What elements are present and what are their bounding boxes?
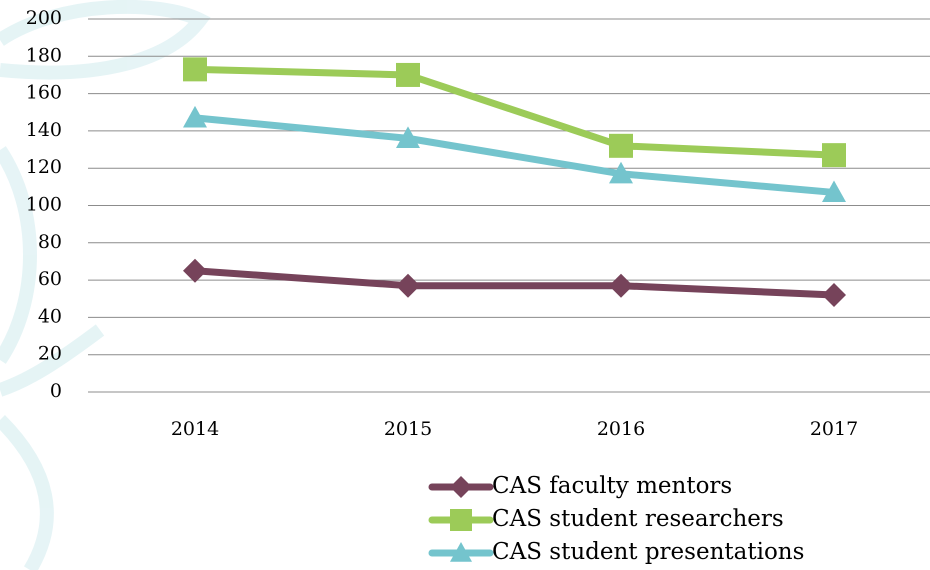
legend-marker: [450, 509, 472, 531]
x-tick-label: 2015: [384, 418, 432, 440]
marker: [822, 143, 846, 167]
y-tick-label: 20: [38, 343, 62, 365]
marker: [822, 283, 846, 307]
marker: [609, 274, 633, 298]
legend-marker: [450, 476, 472, 498]
legend-label: CAS faculty mentors: [492, 473, 732, 499]
y-tick-label: 200: [26, 7, 62, 29]
series-line: [195, 118, 834, 193]
marker: [396, 63, 420, 87]
marker: [183, 57, 207, 81]
chart: 0 20 40 60 80 100 120 140 160 180 200 2014 2015 2016 2…: [0, 0, 930, 570]
series-line: [195, 69, 834, 155]
y-tick-label: 180: [26, 44, 62, 66]
marker: [183, 259, 207, 283]
y-tick-label: 100: [26, 194, 62, 216]
y-tick-label: 140: [26, 119, 62, 141]
x-tick-label: 2016: [597, 418, 645, 440]
legend-label: CAS student researchers: [492, 506, 784, 532]
y-tick-label: 60: [38, 268, 62, 290]
y-tick-label: 160: [26, 82, 62, 104]
y-tick-label: 0: [50, 380, 62, 402]
y-tick-label: 120: [26, 156, 62, 178]
legend-label: CAS student presentations: [492, 539, 804, 565]
series-line: [195, 271, 834, 295]
x-tick-label: 2014: [171, 418, 219, 440]
marker: [396, 274, 420, 298]
y-tick-label: 80: [38, 231, 62, 253]
x-tick-label: 2017: [810, 418, 858, 440]
y-tick-label: 40: [38, 305, 62, 327]
marker: [609, 134, 633, 158]
